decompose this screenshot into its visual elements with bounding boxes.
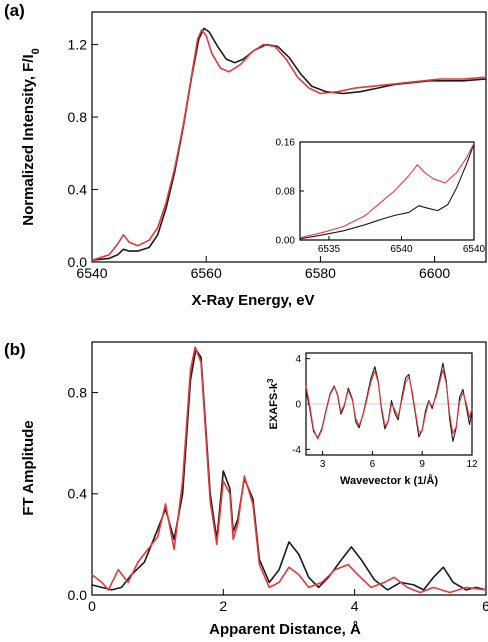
panel-b-inset-red-series-line bbox=[305, 369, 473, 440]
panel-b-y-tick-label: 0.4 bbox=[68, 486, 88, 502]
panel-b-inset-x-axis: 3 6 9 12 bbox=[320, 451, 478, 470]
panel-b-inset: -4 0 4 3 6 9 12 Wavevector k (1/Å) EXAFS-k3 bbox=[266, 352, 478, 487]
panel-b-inset-y-tick-label: -4 bbox=[292, 445, 301, 456]
panel-b-inset-black-series-line bbox=[305, 362, 473, 442]
panel-a-y-tick-label: 0.0 bbox=[68, 254, 88, 270]
panel-b-x-tick-label: 2 bbox=[219, 598, 227, 614]
panel-a-inset-black-series-line bbox=[299, 143, 475, 240]
panel-b-inset-x-tick-label: 6 bbox=[370, 459, 376, 470]
panel-a-y-axis: 0.0 0.4 0.8 1.2 bbox=[68, 37, 98, 270]
panel-b-inset-y-axis-title-superscript: 3 bbox=[266, 378, 275, 383]
panel-b-inset-y-axis: -4 0 4 bbox=[292, 354, 310, 456]
panel-b-red-series-line bbox=[91, 346, 487, 594]
panel-b-x-axis: 0 2 4 6 bbox=[88, 589, 488, 614]
panel-b-x-tick-label: 0 bbox=[88, 598, 96, 614]
panel-b-x-tick-label: 6 bbox=[482, 598, 488, 614]
panel-b-inset-x-tick-label: 9 bbox=[419, 459, 425, 470]
panel-a-series-group bbox=[91, 27, 487, 261]
panel-b-x-axis-title: Apparent Distance, Å bbox=[209, 621, 361, 638]
panel-a-y-tick-label: 0.8 bbox=[68, 109, 88, 125]
panel-a-inset-x-tick-label: 6540 bbox=[463, 244, 486, 255]
panel-b-inset-y-tick-label: 0 bbox=[295, 400, 301, 411]
panel-b-inset-x-tick-label: 3 bbox=[320, 459, 326, 470]
panel-a-inset-series-group bbox=[299, 142, 475, 240]
panel-a-y-tick-label: 0.4 bbox=[68, 181, 88, 197]
panel-a: (a) 0.0 0.4 0.8 1.2 6540 6560 6580 6600 X-Ray … bbox=[4, 1, 487, 309]
panel-a-y-axis-title: Normalized Intensity, F/I0 bbox=[20, 48, 42, 226]
panel-a-plot-frame bbox=[91, 11, 487, 263]
panel-b-y-axis-title: FT Amplitude bbox=[20, 420, 37, 515]
panel-a-inset-x-axis: 6535 6540 6540 bbox=[318, 236, 486, 255]
panel-b-y-axis: 0.0 0.4 0.8 bbox=[68, 385, 98, 603]
panel-a-inset-y-tick-label: 0.08 bbox=[276, 187, 296, 198]
panel-a-x-tick-label: 6560 bbox=[191, 265, 222, 281]
panel-b-inset-y-axis-title: EXAFS-k3 bbox=[266, 378, 281, 429]
panel-b-series-group bbox=[91, 346, 487, 594]
panel-a-inset-y-tick-label: 0.16 bbox=[276, 138, 296, 149]
panel-a-x-axis-title: X-Ray Energy, eV bbox=[191, 292, 314, 309]
panel-a-x-axis: 6540 6560 6580 6600 bbox=[76, 256, 450, 281]
panel-b-x-tick-label: 4 bbox=[351, 598, 359, 614]
panel-b-y-tick-label: 0.0 bbox=[68, 587, 88, 603]
panel-a-y-tick-label: 1.2 bbox=[68, 37, 88, 53]
panel-b-plot-frame bbox=[91, 341, 487, 596]
panel-a-inset-y-axis: 0.00 0.08 0.16 bbox=[276, 138, 304, 247]
panel-a-red-series-line bbox=[91, 29, 487, 261]
panel-a-x-tick-label: 6580 bbox=[305, 265, 336, 281]
panel-b-inset-x-tick-label: 12 bbox=[466, 459, 478, 470]
panel-a-x-tick-label: 6540 bbox=[76, 265, 107, 281]
panel-b-inset-y-tick-label: 4 bbox=[295, 354, 301, 365]
panel-b-y-tick-label: 0.8 bbox=[68, 385, 88, 401]
panel-a-inset-red-series-line bbox=[299, 142, 475, 239]
panel-a-y-axis-title-subscript: 0 bbox=[30, 48, 42, 54]
panel-a-inset: 0.00 0.08 0.16 6535 6540 6540 bbox=[276, 138, 486, 256]
panel-b-black-series-line bbox=[91, 348, 487, 591]
panel-a-inset-x-tick-label: 6540 bbox=[390, 244, 413, 255]
panel-a-black-series-line bbox=[91, 27, 487, 261]
panel-b-label: (b) bbox=[4, 340, 26, 359]
panel-b-inset-series-group bbox=[305, 362, 473, 442]
panel-a-inset-y-tick-label: 0.00 bbox=[276, 236, 296, 247]
panel-a-label: (a) bbox=[4, 1, 25, 20]
panel-a-inset-frame bbox=[299, 141, 475, 241]
panel-a-inset-x-tick-label: 6535 bbox=[318, 244, 341, 255]
panel-b-inset-x-axis-title: Wavevector k (1/Å) bbox=[340, 474, 438, 487]
panel-a-x-tick-label: 6600 bbox=[419, 265, 450, 281]
